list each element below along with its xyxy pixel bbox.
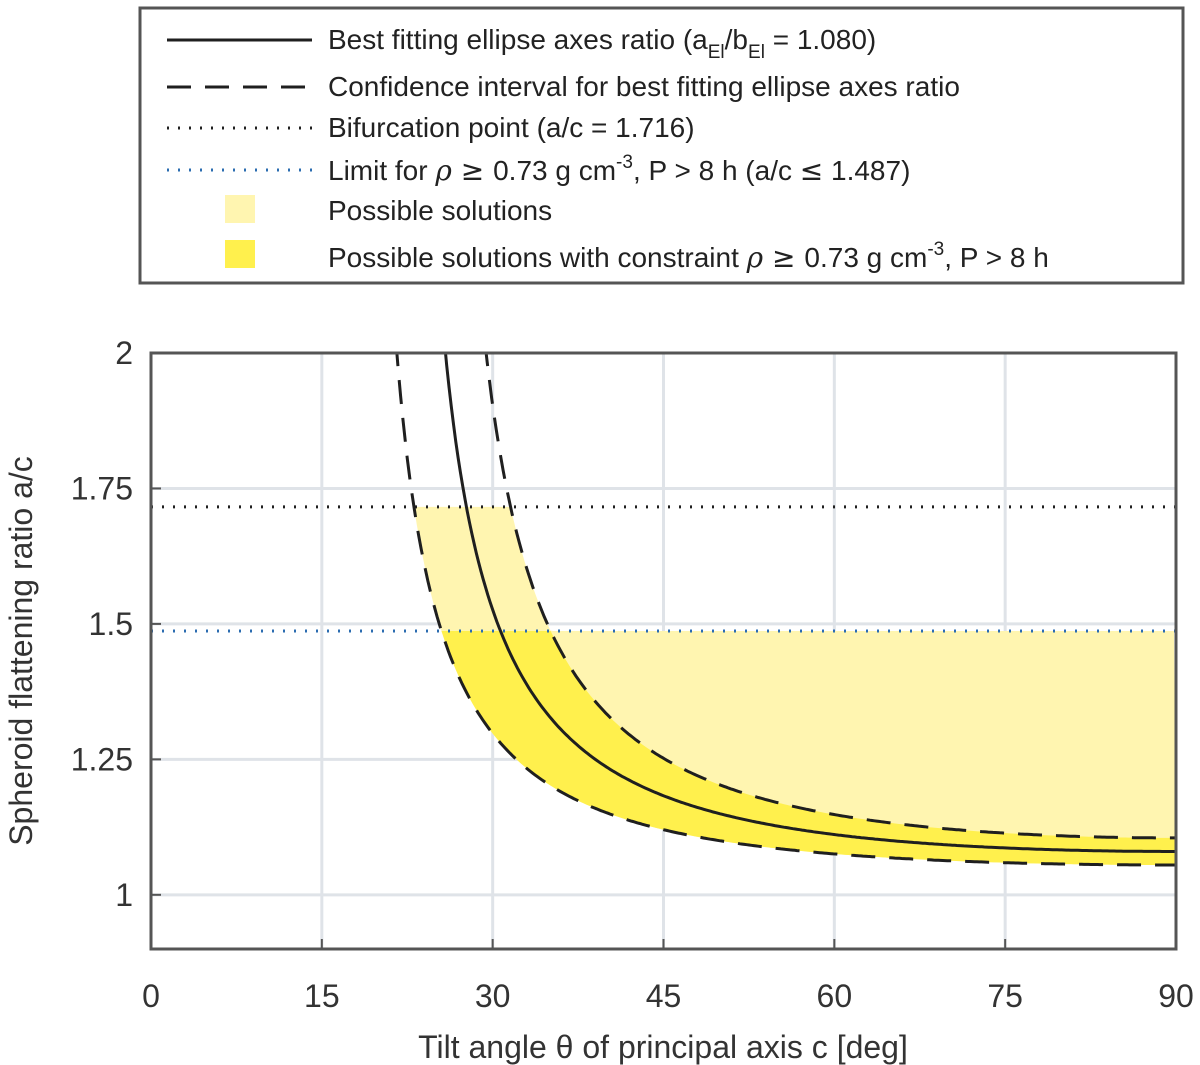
- legend-constrained-swatch: [225, 240, 255, 268]
- legend: Best fitting ellipse axes ratio (aEl/bEl…: [138, 6, 1185, 285]
- x-tick-label: 60: [817, 978, 853, 1014]
- legend-bifurcation-label: Bifurcation point (a/c = 1.716): [328, 112, 695, 143]
- y-tick-label: 1.25: [71, 741, 133, 777]
- x-tick-label: 30: [475, 978, 511, 1014]
- x-axis-ticks: 0 15 30 45 60 75 90: [142, 939, 1194, 1014]
- confidence-upper-curve: [395, 353, 1176, 867]
- x-tick-label: 45: [646, 978, 682, 1014]
- legend-limit-label: Limit for ρ ≥ 0.73 g cm-3, P > 8 h (a/c …: [328, 152, 910, 187]
- legend-possible-swatch: [225, 195, 255, 223]
- x-tick-label: 0: [142, 978, 160, 1014]
- y-tick-label: 1.75: [71, 470, 133, 506]
- solution-regions: [413, 506, 1176, 866]
- confidence-lower-curve: [484, 353, 1176, 840]
- y-tick-label: 1: [115, 877, 133, 913]
- legend-possible-label: Possible solutions: [328, 195, 552, 226]
- legend-box: [138, 6, 1185, 285]
- y-tick-label: 2: [115, 335, 133, 371]
- y-axis-title: Spheroid flattening ratio a/c: [3, 456, 39, 846]
- x-tick-label: 90: [1158, 978, 1194, 1014]
- constrained-solutions-region: [441, 630, 1176, 866]
- x-axis-title: Tilt angle θ of principal axis c [deg]: [418, 1029, 908, 1065]
- curves: [395, 353, 1176, 867]
- legend-constrained-label: Possible solutions with constraint ρ ≥ 0…: [328, 239, 1049, 274]
- legend-best-fit-label: Best fitting ellipse axes ratio (aEl/bEl…: [328, 24, 876, 63]
- x-tick-label: 15: [304, 978, 340, 1014]
- best-fit-curve: [444, 353, 1176, 853]
- plot-area: 0 15 30 45 60 75 90 1 1.25 1.5 1.75 2: [71, 335, 1194, 1014]
- y-axis-ticks: 1 1.25 1.5 1.75 2: [71, 335, 161, 913]
- y-tick-label: 1.5: [89, 606, 133, 642]
- legend-confidence-label: Confidence interval for best fitting ell…: [328, 71, 960, 102]
- x-tick-label: 75: [987, 978, 1023, 1014]
